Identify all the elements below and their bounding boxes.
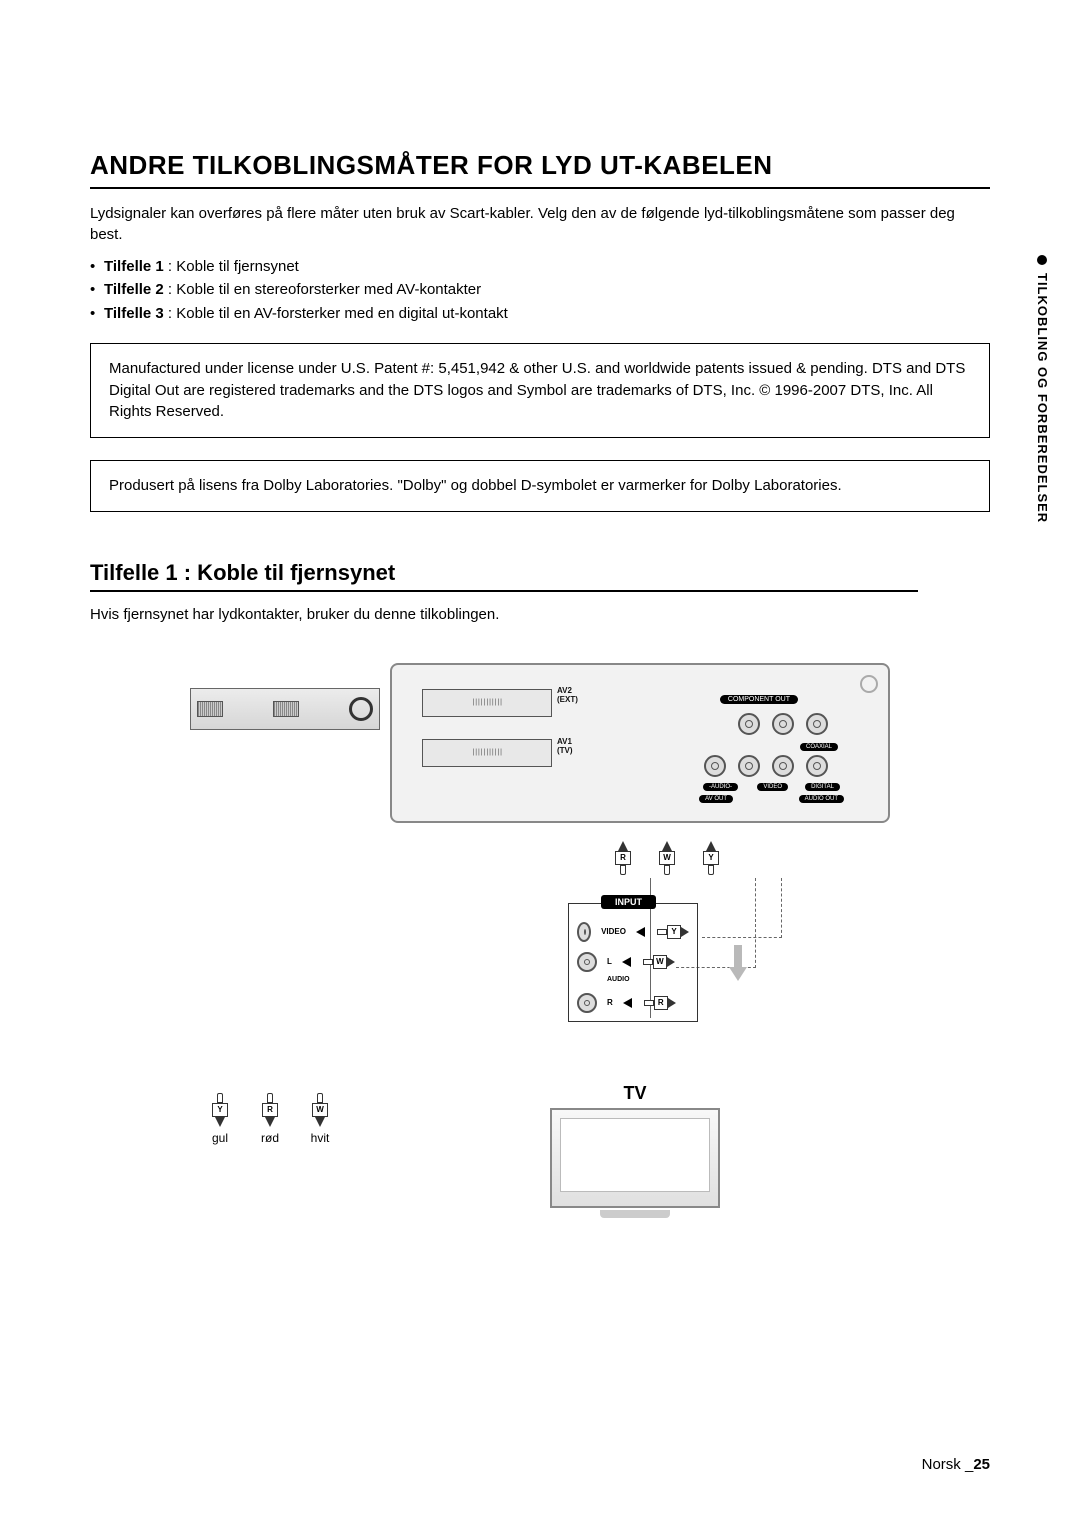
cable-color-legend: Y gul R rød W hvit [210, 1093, 330, 1145]
plug-icon: R [613, 841, 633, 875]
input-video-row: VIDEO Y [577, 922, 689, 942]
legend-item: W hvit [310, 1093, 330, 1145]
digital-label: DIGITAL [805, 783, 840, 791]
plug-icon: R [260, 1093, 280, 1127]
section-subtitle: Tilfelle 1 : Koble til fjernsynet [90, 560, 918, 592]
bullet-item: Tilfelle 3 : Koble til en AV-forsterker … [90, 302, 990, 325]
bullet-label: Tilfelle 2 [104, 281, 164, 298]
tv-label: TV [540, 1083, 730, 1104]
bullet-label: Tilfelle 3 [104, 305, 164, 322]
tv-input-panel: INPUT VIDEO Y L W AUDIO R R [568, 903, 698, 1022]
rca-jack-icon [806, 713, 828, 735]
page-title: ANDRE TILKOBLINGSMÅTER FOR LYD UT-KABELE… [90, 150, 990, 189]
legend-item: R rød [260, 1093, 280, 1145]
legend-caption: hvit [311, 1131, 330, 1145]
rca-jack-icon [738, 713, 760, 735]
direction-arrow-icon [730, 945, 746, 981]
cable-plugs-top: R W Y [613, 841, 721, 875]
scart-av2: | | | | | | | | | | | [422, 689, 552, 717]
av1-label: AV1 (TV) [557, 738, 578, 756]
rca-jack-icon [577, 922, 591, 942]
legend-caption: gul [212, 1131, 228, 1145]
arrow-left-icon [623, 998, 632, 1008]
rca-jack-icon [772, 713, 794, 735]
av-out-rca-row [704, 755, 828, 777]
arrow-left-icon [622, 957, 631, 967]
scart-av1: | | | | | | | | | | | [422, 739, 552, 767]
component-rca-row [738, 713, 828, 735]
bullet-label: Tilfelle 1 [104, 258, 164, 275]
side-plug-icon: W [643, 955, 675, 969]
scart-labels: AV2 (EXT) AV1 (TV) [557, 687, 578, 756]
input-audio-l-row: L W [577, 952, 689, 972]
footer-language: Norsk [922, 1456, 965, 1473]
tv-screen-icon [550, 1108, 720, 1208]
legend-caption: rød [261, 1131, 279, 1145]
plug-icon: Y [701, 841, 721, 875]
device-slot-icon [197, 701, 223, 717]
rca-jack-icon [806, 755, 828, 777]
device-rear-panel: | | | | | | | | | | | | | | | | | | | | … [390, 663, 890, 823]
rca-jack-icon [704, 755, 726, 777]
scart-connectors: | | | | | | | | | | | | | | | | | | | | … [422, 689, 552, 789]
plug-icon: Y [210, 1093, 230, 1127]
bullet-text: : Koble til en stereoforsterker med AV-k… [164, 281, 481, 298]
side-tab-dot-icon [1037, 255, 1047, 265]
rca-jack-icon [577, 952, 597, 972]
input-audio-r-row: R R [577, 993, 689, 1013]
section-description: Hvis fjernsynet har lydkontakter, bruker… [90, 606, 990, 623]
coaxial-label: COAXIAL [800, 743, 838, 751]
bullet-item: Tilfelle 1 : Koble til fjernsynet [90, 255, 990, 278]
side-tab-text: TILKOBLING OG FORBEREDELSER [1035, 273, 1050, 523]
page-footer: Norsk _25 [922, 1456, 990, 1473]
plug-icon: W [310, 1093, 330, 1127]
plug-icon: W [657, 841, 677, 875]
tv-illustration: TV [540, 1083, 730, 1218]
connection-diagram: | | | | | | | | | | | | | | | | | | | | … [190, 663, 900, 1223]
vent-icon [860, 675, 878, 693]
input-audio-l-label: L [607, 957, 612, 966]
legend-item: Y gul [210, 1093, 230, 1145]
footer-page-number: 25 [973, 1456, 990, 1473]
bullet-text: : Koble til en AV-forsterker med en digi… [164, 305, 508, 322]
component-out-label: COMPONENT OUT [720, 695, 798, 704]
input-audio-r-label: R [607, 998, 613, 1007]
device-front-view [190, 688, 380, 730]
input-video-label: VIDEO [601, 927, 626, 936]
side-plug-icon: R [644, 996, 676, 1010]
input-audio-label: AUDIO [607, 976, 689, 983]
bullet-text: : Koble til fjernsynet [164, 258, 299, 275]
side-plug-icon: Y [657, 925, 689, 939]
intro-text: Lydsignaler kan overføres på flere måter… [90, 203, 990, 245]
dolby-license-box: Produsert på lisens fra Dolby Laboratori… [90, 460, 990, 512]
audio-out-label: AUDIO OUT [799, 795, 844, 803]
device-slot-icon [273, 701, 299, 717]
rca-jack-icon [738, 755, 760, 777]
input-title: INPUT [601, 895, 656, 909]
video-label: VIDEO [757, 783, 788, 791]
rca-jack-icon [577, 993, 597, 1013]
cable-line [702, 878, 782, 938]
av2-label: AV2 (EXT) [557, 687, 578, 705]
arrow-left-icon [636, 927, 645, 937]
section-side-tab: TILKOBLING OG FORBEREDELSER [1035, 255, 1050, 523]
bullet-list: Tilfelle 1 : Koble til fjernsynet Tilfel… [90, 255, 990, 325]
device-jog-dial-icon [349, 697, 373, 721]
bullet-item: Tilfelle 2 : Koble til en stereoforsterk… [90, 278, 990, 301]
dts-license-box: Manufactured under license under U.S. Pa… [90, 343, 990, 438]
rca-jack-icon [772, 755, 794, 777]
avout-label: AV OUT [699, 795, 733, 803]
tv-stand-icon [600, 1210, 670, 1218]
audio-label: -AUDIO- [703, 783, 738, 791]
